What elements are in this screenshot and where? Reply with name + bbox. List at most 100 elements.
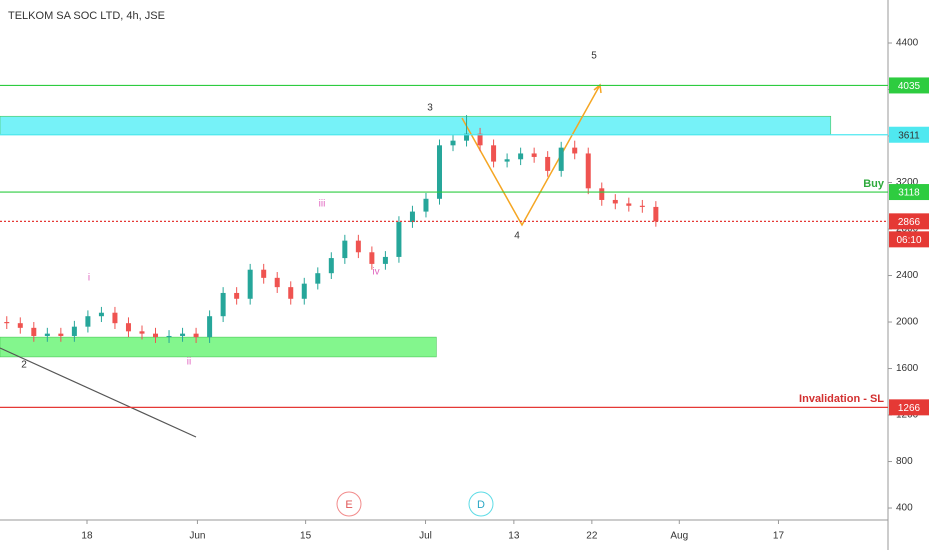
candle-body: [369, 252, 375, 264]
candle-body: [464, 133, 470, 141]
candle-body: [193, 333, 199, 338]
trend-line: [0, 347, 197, 438]
candle-body: [355, 240, 361, 253]
candle-body: [342, 240, 348, 259]
wave-path: [461, 84, 601, 227]
level-tag: [889, 184, 929, 201]
y-tick-label: 400: [896, 503, 913, 514]
level-tag: [889, 77, 929, 94]
candle-body: [207, 316, 213, 338]
candle-body: [477, 133, 483, 146]
timer-tag: [889, 231, 929, 248]
level-tag: [889, 213, 929, 230]
event-label[interactable]: E: [345, 499, 352, 511]
candle-body: [612, 199, 618, 204]
wave-label: i: [88, 273, 90, 284]
candle-body: [558, 147, 564, 171]
candle-body: [572, 147, 578, 154]
wave-label: 5: [591, 51, 597, 62]
wave-label: ii: [187, 357, 191, 368]
timer-label: 06:10: [896, 235, 921, 246]
y-tick-label: 4400: [896, 38, 919, 49]
chart-title: TELKOM SA SOC LTD, 4h, JSE: [8, 10, 165, 22]
candle-body: [653, 206, 659, 222]
level-tag-label: 2866: [898, 217, 921, 228]
candle-body: [639, 205, 645, 207]
candle-body: [247, 269, 253, 299]
levels: 4035 3611 3118 2866 06:10 1266: [0, 77, 929, 416]
candles: [4, 115, 659, 343]
candle-body: [98, 312, 104, 317]
x-tick-label: 22: [586, 531, 598, 542]
level-tag-label: 3611: [898, 130, 920, 141]
candle-body: [518, 153, 524, 160]
candle-body: [85, 316, 91, 327]
x-tick-label: Jul: [419, 531, 432, 542]
candle-body: [261, 269, 267, 278]
wave-label: iii: [319, 199, 326, 210]
x-tick-label: 13: [508, 531, 520, 542]
zones: [0, 115, 832, 358]
candle-body: [301, 283, 307, 299]
level-tag-label: 4035: [898, 81, 921, 92]
candle-body: [31, 327, 37, 336]
candle-body: [234, 292, 240, 299]
candle-body: [626, 203, 632, 206]
candle-body: [396, 222, 402, 257]
zone: [0, 336, 437, 358]
x-tick-label: Aug: [670, 531, 688, 542]
candle-body: [71, 326, 77, 336]
wave-label: iv: [372, 267, 379, 278]
y-tick-label: 2000: [896, 317, 919, 328]
y-tick-label: 800: [896, 456, 913, 467]
wave-label: 2: [21, 360, 27, 371]
candle-body: [139, 331, 145, 334]
candle-body: [423, 198, 429, 212]
candle-body: [436, 145, 442, 199]
x-tick-label: 18: [81, 531, 93, 542]
candle-body: [409, 211, 415, 223]
wave-label: 3: [427, 103, 433, 114]
y-tick-label: 3200: [896, 177, 919, 188]
candle-body: [328, 258, 334, 274]
candle-body: [274, 277, 280, 288]
candle-body: [4, 322, 10, 324]
candle-body: [382, 256, 388, 264]
candle-body: [166, 335, 172, 338]
x-tick-label: 17: [773, 531, 785, 542]
candle-body: [220, 292, 226, 317]
level-tag: [889, 126, 929, 143]
candle-body: [450, 140, 456, 146]
level-tag-label: 1266: [898, 403, 921, 414]
buy-label: Buy: [863, 178, 885, 190]
candle-body: [491, 145, 497, 162]
level-tag: [889, 399, 929, 416]
candle-body: [599, 188, 605, 200]
candle-body: [315, 273, 321, 284]
event-marker[interactable]: [336, 491, 362, 517]
candle-body: [585, 153, 591, 189]
y-tick-label: 2400: [896, 270, 919, 281]
sl-label: Invalidation - SL: [799, 393, 884, 405]
event-marker[interactable]: [468, 491, 494, 517]
candle-body: [125, 323, 131, 332]
candle-body: [153, 333, 159, 338]
candle-body: [180, 333, 186, 336]
candle-body: [112, 312, 118, 324]
level-tag-label: 3118: [898, 188, 920, 199]
x-tick-label: Jun: [189, 531, 205, 542]
y-tick-label: 1600: [896, 363, 919, 374]
zone: [0, 115, 832, 136]
x-tick-label: 15: [300, 531, 312, 542]
candle-body: [17, 323, 23, 328]
candle-body: [58, 333, 64, 336]
event-label[interactable]: D: [477, 499, 485, 511]
candle-body: [545, 156, 551, 171]
candle-body: [288, 287, 294, 299]
wave-label: 4: [514, 231, 520, 242]
candle-body: [531, 153, 537, 157]
candle-body: [504, 159, 510, 162]
